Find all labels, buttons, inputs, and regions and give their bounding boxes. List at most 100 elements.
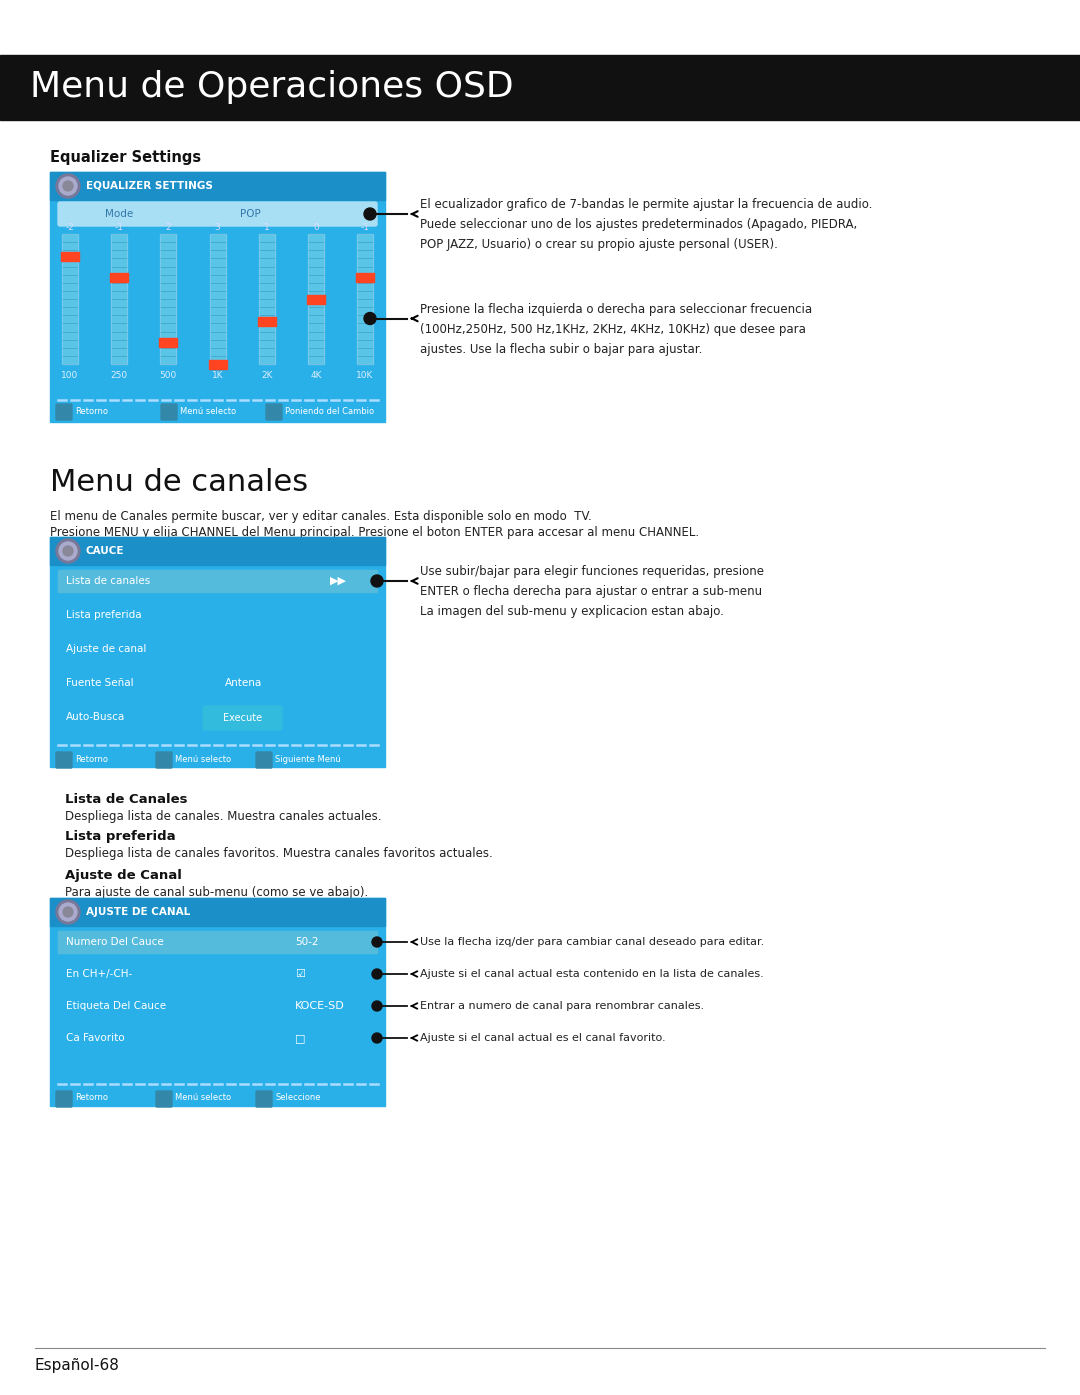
Bar bbox=[308, 234, 324, 364]
FancyBboxPatch shape bbox=[156, 1091, 172, 1108]
Bar bbox=[62, 234, 78, 364]
FancyBboxPatch shape bbox=[203, 706, 282, 730]
FancyBboxPatch shape bbox=[256, 1091, 272, 1108]
Text: □: □ bbox=[295, 1034, 306, 1043]
Bar bbox=[307, 294, 325, 304]
FancyBboxPatch shape bbox=[56, 405, 72, 420]
Text: -1: -1 bbox=[361, 223, 369, 233]
Text: 2K: 2K bbox=[261, 371, 272, 381]
Circle shape bbox=[372, 970, 382, 979]
Bar bbox=[50, 172, 384, 423]
Bar bbox=[356, 273, 374, 282]
Text: CAUCE: CAUCE bbox=[86, 545, 124, 557]
Text: ☑: ☑ bbox=[295, 970, 305, 979]
Text: Menú selecto: Menú selecto bbox=[180, 406, 237, 416]
Text: Lista preferida: Lista preferida bbox=[66, 610, 141, 619]
Circle shape bbox=[372, 1034, 382, 1043]
Text: Ajuste de canal: Ajuste de canal bbox=[66, 644, 147, 654]
Text: 500: 500 bbox=[160, 371, 177, 381]
Text: Execute: Execute bbox=[224, 713, 262, 723]
Bar bbox=[210, 234, 226, 364]
Text: POP: POP bbox=[240, 209, 260, 219]
Bar bbox=[259, 234, 274, 364]
Text: EQUALIZER SETTINGS: EQUALIZER SETTINGS bbox=[86, 181, 213, 191]
Text: Menu de Operaciones OSD: Menu de Operaciones OSD bbox=[30, 71, 514, 105]
Text: -1: -1 bbox=[114, 223, 124, 233]
Text: Lista de canales: Lista de canales bbox=[66, 576, 150, 586]
Bar bbox=[208, 360, 227, 370]
Bar bbox=[258, 317, 275, 325]
Circle shape bbox=[63, 545, 73, 557]
FancyBboxPatch shape bbox=[256, 752, 272, 769]
Circle shape bbox=[372, 1002, 382, 1011]
Bar bbox=[50, 172, 384, 199]
Bar bbox=[60, 251, 79, 261]
Bar bbox=[111, 234, 127, 364]
Bar bbox=[111, 234, 127, 364]
Bar bbox=[160, 234, 176, 364]
Text: Lista de Canales: Lista de Canales bbox=[65, 792, 188, 806]
Bar bbox=[58, 571, 377, 591]
Circle shape bbox=[63, 181, 73, 191]
Text: 50-2: 50-2 bbox=[295, 937, 319, 947]
Text: 1: 1 bbox=[264, 223, 270, 233]
Text: Ajuste de Canal: Ajuste de Canal bbox=[65, 869, 181, 882]
FancyBboxPatch shape bbox=[56, 1091, 72, 1108]
Bar bbox=[357, 234, 373, 364]
Text: Menú selecto: Menú selecto bbox=[175, 755, 231, 763]
FancyBboxPatch shape bbox=[156, 752, 172, 769]
Text: Presione la flecha izquierda o derecha para seleccionar frecuencia
(100Hz,250Hz,: Presione la flecha izquierda o derecha p… bbox=[420, 303, 812, 356]
Circle shape bbox=[372, 575, 383, 587]
Text: 250: 250 bbox=[110, 371, 127, 381]
Circle shape bbox=[56, 174, 80, 198]
Text: ▶▶: ▶▶ bbox=[330, 576, 347, 586]
Text: Use la flecha izq/der para cambiar canal deseado para editar.: Use la flecha izq/der para cambiar canal… bbox=[420, 937, 765, 947]
Text: Entrar a numero de canal para renombrar canales.: Entrar a numero de canal para renombrar … bbox=[420, 1002, 704, 1011]
Text: Fuente Señal: Fuente Señal bbox=[66, 678, 134, 688]
Bar bbox=[50, 898, 384, 926]
FancyBboxPatch shape bbox=[56, 752, 72, 769]
FancyBboxPatch shape bbox=[58, 202, 377, 226]
Text: 100: 100 bbox=[62, 371, 79, 381]
Circle shape bbox=[59, 903, 77, 921]
Text: En CH+/-CH-: En CH+/-CH- bbox=[66, 970, 132, 979]
Text: -2: -2 bbox=[66, 223, 75, 233]
Text: KOCE-SD: KOCE-SD bbox=[295, 1002, 345, 1011]
Text: Numero Del Cauce: Numero Del Cauce bbox=[66, 937, 164, 947]
Circle shape bbox=[63, 907, 73, 917]
Text: 10K: 10K bbox=[356, 371, 374, 381]
Bar bbox=[259, 234, 274, 364]
Bar bbox=[50, 898, 384, 1106]
Text: Ca Favorito: Ca Favorito bbox=[66, 1034, 124, 1043]
Text: 2: 2 bbox=[165, 223, 171, 233]
Text: Para ajuste de canal sub-menu (como se ve abajo).: Para ajuste de canal sub-menu (como se v… bbox=[65, 886, 368, 898]
Text: Auto-Busca: Auto-Busca bbox=[66, 711, 125, 723]
Text: AJUSTE DE CANAL: AJUSTE DE CANAL bbox=[86, 907, 190, 917]
Text: Despliega lista de canales. Muestra canales actuales.: Despliega lista de canales. Muestra cana… bbox=[65, 810, 381, 823]
Circle shape bbox=[59, 177, 77, 195]
Circle shape bbox=[364, 312, 376, 325]
Bar bbox=[210, 234, 226, 364]
Text: El menu de Canales permite buscar, ver y editar canales. Esta disponible solo en: El menu de Canales permite buscar, ver y… bbox=[50, 511, 592, 523]
Text: 0: 0 bbox=[313, 223, 319, 233]
Text: Use subir/bajar para elegir funciones requeridas, presione
ENTER o flecha derech: Use subir/bajar para elegir funciones re… bbox=[420, 565, 764, 618]
Text: El ecualizador grafico de 7-bandas le permite ajustar la frecuencia de audio.
Pu: El ecualizador grafico de 7-bandas le pe… bbox=[420, 198, 873, 251]
Circle shape bbox=[59, 543, 77, 559]
Bar bbox=[50, 537, 384, 565]
Bar bbox=[58, 930, 377, 953]
Text: Retorno: Retorno bbox=[75, 755, 108, 763]
Text: Equalizer Settings: Equalizer Settings bbox=[50, 151, 201, 165]
Text: Retorno: Retorno bbox=[75, 1094, 108, 1102]
Text: Seleccione: Seleccione bbox=[275, 1094, 321, 1102]
Circle shape bbox=[372, 937, 382, 947]
Text: Poniendo del Cambio: Poniendo del Cambio bbox=[285, 406, 374, 416]
Text: Antena: Antena bbox=[225, 678, 262, 688]
Bar bbox=[308, 234, 324, 364]
Text: Mode: Mode bbox=[105, 209, 133, 219]
Bar bbox=[110, 273, 129, 282]
Circle shape bbox=[364, 208, 376, 220]
Bar bbox=[357, 234, 373, 364]
FancyBboxPatch shape bbox=[161, 405, 177, 420]
Text: 3: 3 bbox=[215, 223, 220, 233]
Bar bbox=[50, 537, 384, 767]
